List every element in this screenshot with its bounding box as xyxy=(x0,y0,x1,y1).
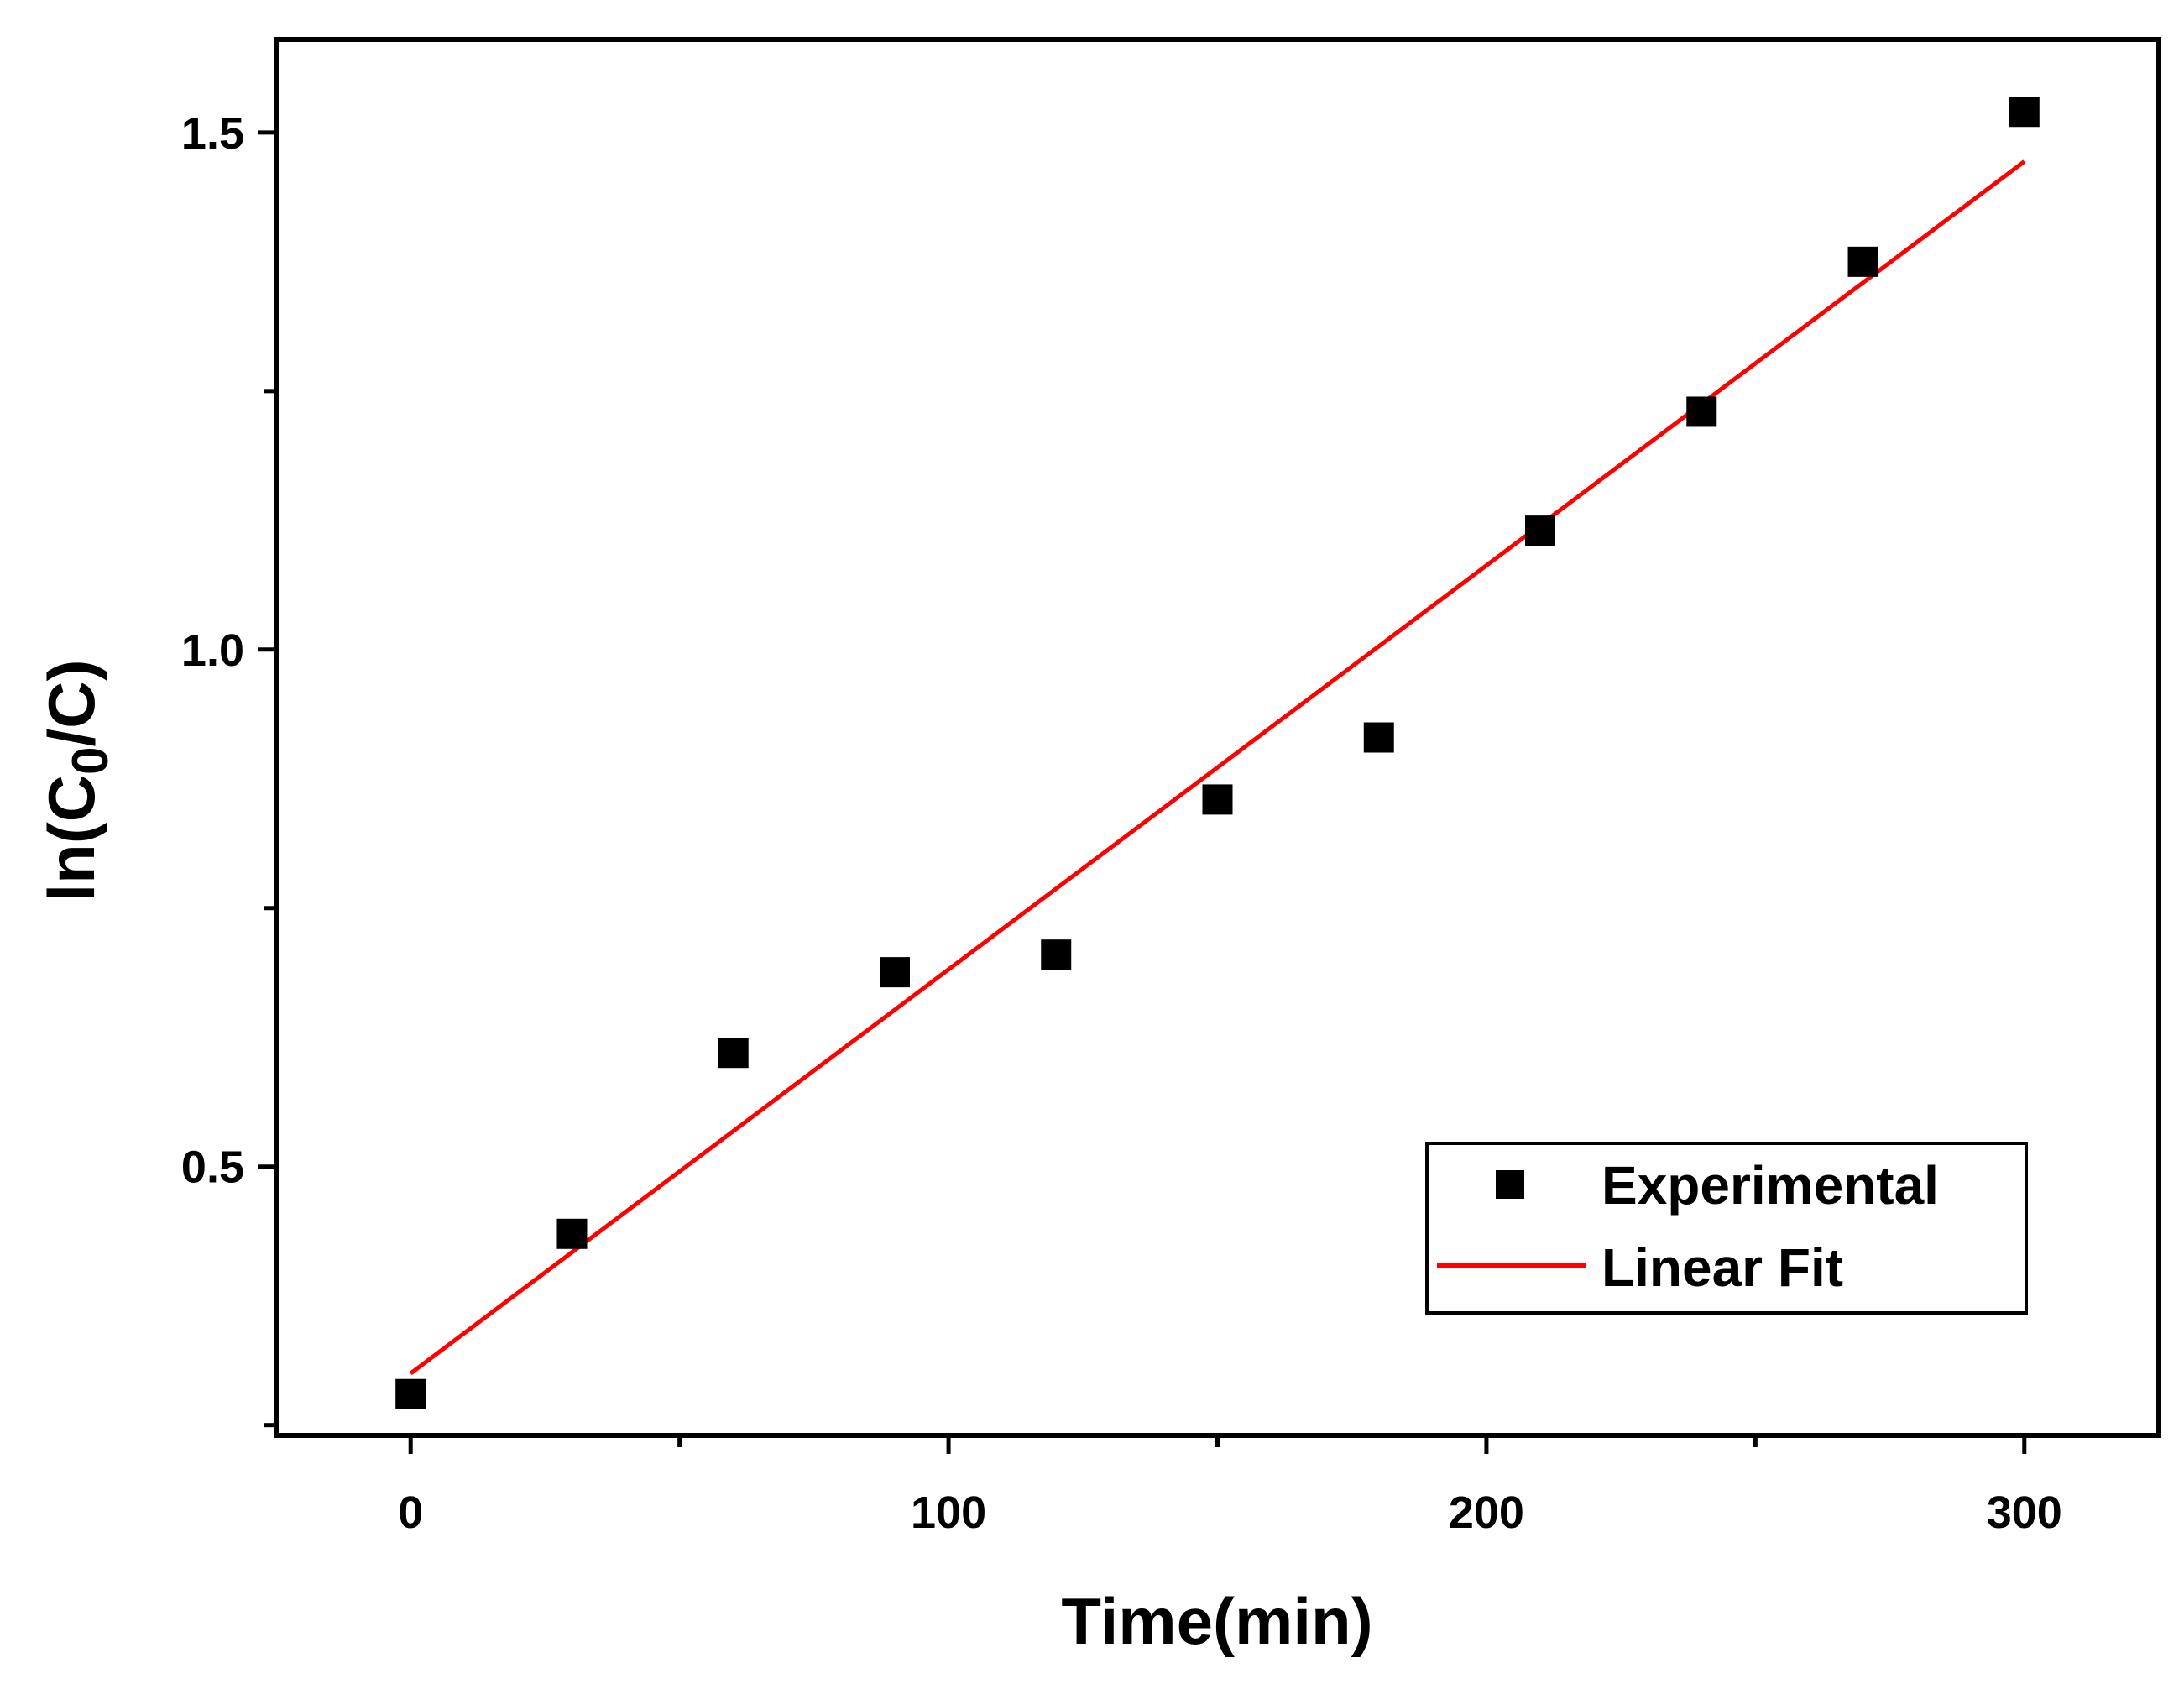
axis-ticks xyxy=(258,130,2027,1454)
data-point xyxy=(1363,722,1394,753)
data-point xyxy=(1847,246,1878,277)
legend-marker-experimental xyxy=(1496,1170,1524,1199)
x-axis-title: Time(min) xyxy=(1061,1584,1372,1658)
y-axis-title-subscript: 0 xyxy=(62,746,118,774)
x-tick-label: 100 xyxy=(911,1488,986,1538)
y-tick-label: 1.0 xyxy=(181,625,244,676)
legend-box xyxy=(1425,1142,2028,1315)
data-point xyxy=(1686,396,1717,427)
linear-fit-line xyxy=(409,159,2026,1376)
data-point xyxy=(2009,97,2040,128)
x-tick-label: 0 xyxy=(398,1488,423,1538)
x-tick-label: 200 xyxy=(1449,1488,1524,1538)
y-tick-label: 0.5 xyxy=(181,1143,244,1193)
legend-label-experimental: Experimental xyxy=(1601,1155,1939,1216)
data-point xyxy=(556,1218,588,1249)
data-point xyxy=(1202,784,1233,815)
data-point xyxy=(718,1038,749,1069)
axis-tick-labels: 0 100 200 300 0.5 1.0 1.5 xyxy=(181,108,2062,1538)
y-axis-title-suffix: /C) xyxy=(34,660,108,747)
fit-layer xyxy=(409,159,2026,1376)
x-tick-label: 300 xyxy=(1987,1488,2062,1538)
legend-label-linear-fit: Linear Fit xyxy=(1601,1237,1843,1298)
legend: Experimental Linear Fit xyxy=(1425,1142,2028,1315)
y-axis-title-prefix: ln(C xyxy=(34,775,108,902)
data-point xyxy=(1525,515,1556,546)
data-point xyxy=(1041,939,1072,970)
y-axis-title: ln(C0/C) xyxy=(34,660,118,902)
y-tick-label: 1.5 xyxy=(181,108,244,159)
data-point xyxy=(395,1378,426,1409)
data-point xyxy=(879,957,910,988)
points-layer xyxy=(395,97,2040,1409)
